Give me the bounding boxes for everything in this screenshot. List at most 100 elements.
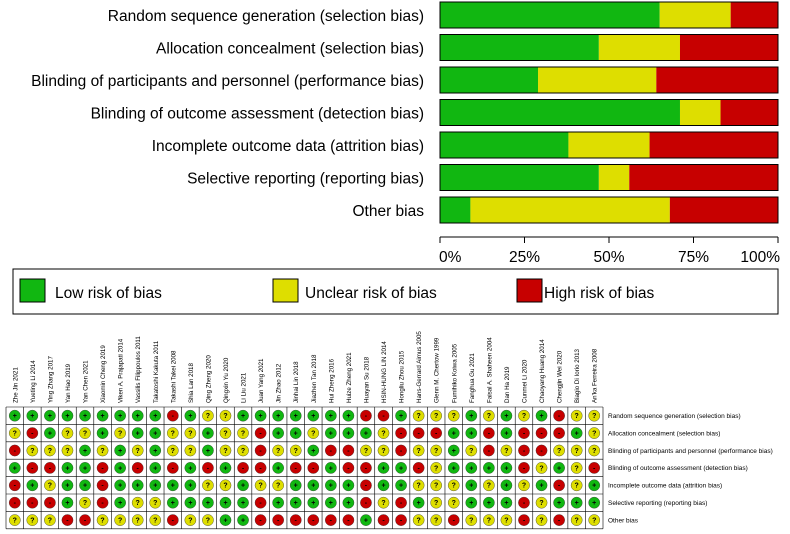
judgment-symbol: - [312, 518, 315, 525]
judgment-symbol: + [118, 448, 122, 455]
judgment-dot [219, 409, 232, 422]
judgment-dot [8, 479, 21, 492]
judgment-dot [518, 514, 530, 526]
judgment-dot [447, 496, 460, 509]
judgment-dot [377, 479, 390, 492]
judgment-symbol: ? [539, 500, 543, 507]
judgment-symbol: + [381, 483, 385, 490]
judgment-symbol: + [241, 518, 245, 525]
judgment-symbol: + [539, 483, 543, 490]
judgment-dot [588, 409, 601, 422]
study-label: Huize Zheng 2021 [346, 352, 353, 403]
judgment-symbol: ? [592, 448, 596, 455]
judgment-symbol: - [435, 431, 438, 438]
judgment-symbol: + [311, 413, 315, 420]
judgment-dot [149, 496, 162, 509]
judgment-dot [61, 444, 74, 457]
judgment-dot [377, 514, 390, 526]
judgment-dot [79, 479, 91, 492]
judgment-dot [535, 479, 548, 492]
judgment-dot [325, 514, 337, 526]
judgment-symbol: + [452, 448, 456, 455]
judgment-symbol: - [259, 465, 262, 472]
judgment-symbol: - [382, 413, 385, 420]
judgment-symbol: - [365, 483, 368, 490]
judgment-symbol: + [118, 413, 122, 420]
judgment-symbol: ? [434, 483, 438, 490]
judgment-dot [184, 462, 197, 474]
judgment-symbol: - [259, 448, 262, 455]
judgment-symbol: - [558, 413, 561, 420]
judgment-dot [342, 462, 355, 474]
judgment-symbol: ? [522, 483, 526, 490]
judgment-symbol: + [101, 413, 105, 420]
judgment-dot [272, 514, 284, 526]
judgment-dot [44, 514, 56, 526]
judgment-dot [430, 496, 442, 509]
study-label: Chaoyang Huang 2014 [539, 339, 546, 403]
judgment-dot [61, 496, 74, 509]
judgment-symbol: ? [452, 500, 456, 507]
judgment-dot [307, 444, 320, 457]
judgment-symbol: - [172, 518, 175, 525]
study-label: Hongliu Zhou 2015 [399, 350, 406, 403]
judgment-dot [61, 409, 74, 422]
judgment-symbol: - [540, 431, 543, 438]
judgment-symbol: - [137, 465, 140, 472]
judgment-symbol: ? [575, 483, 579, 490]
judgment-dot [79, 444, 91, 457]
judgment-symbol: + [504, 465, 508, 472]
study-label: Huayan Su 2018 [363, 356, 370, 403]
judgment-symbol: + [153, 465, 157, 472]
bar-outline [439, 131, 779, 159]
judgment-symbol: + [188, 413, 192, 420]
bar-segment [538, 67, 657, 93]
judgment-symbol: + [136, 483, 140, 490]
judgment-symbol: ? [153, 518, 157, 525]
judgment-symbol: ? [83, 500, 87, 507]
judgment-dot [570, 427, 583, 439]
judgment-dot [307, 496, 320, 509]
judgment-dot [342, 427, 355, 439]
judgment-dot [307, 427, 320, 439]
judgment-dot [588, 496, 601, 509]
judgment-dot [553, 427, 565, 439]
bar-outline [439, 164, 779, 191]
judgment-symbol: + [83, 448, 87, 455]
judgment-symbol: + [452, 431, 456, 438]
study-label: Viken A. Prajapati 2014 [118, 338, 125, 403]
judgment-dot [219, 444, 232, 457]
bar-outline [439, 1, 779, 29]
judgment-dot [518, 462, 530, 474]
judgment-dot [44, 462, 56, 474]
judgment-dot [149, 479, 162, 492]
judgment-dot [465, 479, 478, 492]
judgment-symbol: + [294, 413, 298, 420]
judgment-dot [79, 427, 91, 439]
judgment-dot [237, 409, 249, 422]
judgment-symbol: + [276, 465, 280, 472]
judgment-symbol: - [49, 465, 52, 472]
judgment-dot [483, 444, 495, 457]
judgment-symbol: - [31, 465, 34, 472]
judgment-dot [430, 409, 442, 422]
judgment-symbol: + [276, 413, 280, 420]
judgment-symbol: + [65, 483, 69, 490]
judgment-dot [289, 479, 302, 492]
judgment-symbol: ? [575, 518, 579, 525]
judgment-symbol: + [346, 483, 350, 490]
judgment-dot [553, 514, 565, 526]
judgment-symbol: ? [206, 483, 210, 490]
judgment-dot [96, 462, 109, 474]
judgment-symbol: ? [83, 431, 87, 438]
judgment-symbol: ? [592, 518, 596, 525]
judgment-dot [44, 444, 56, 457]
judgment-dot [483, 462, 495, 474]
judgment-dot [114, 479, 126, 492]
judgment-symbol: ? [592, 431, 596, 438]
judgment-dot [518, 427, 530, 439]
judgment-dot [377, 409, 390, 422]
bar-segment [629, 164, 778, 191]
judgment-dot [96, 409, 109, 422]
judgment-dot [26, 427, 39, 439]
